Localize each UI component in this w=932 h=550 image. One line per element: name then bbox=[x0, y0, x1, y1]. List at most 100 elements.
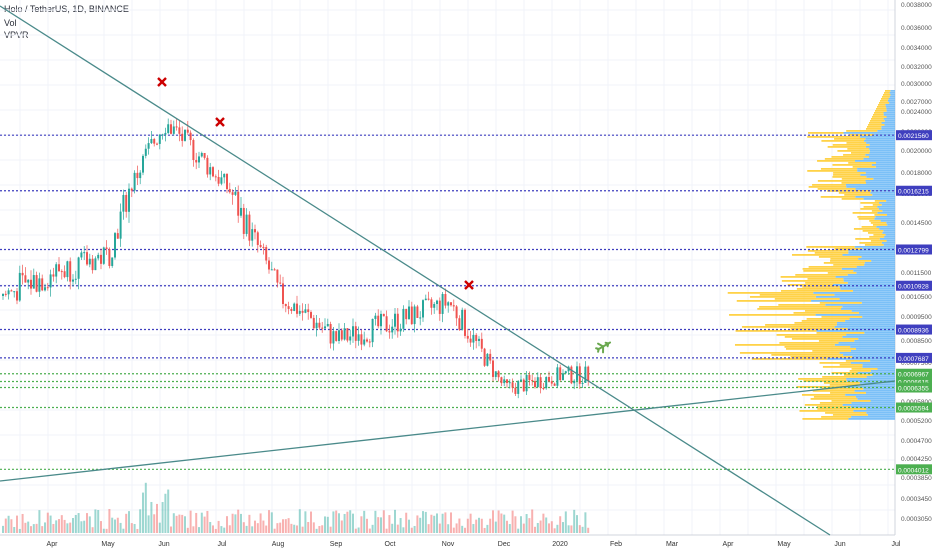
vpvr-bar-down bbox=[853, 228, 880, 230]
vpvr-bar-up bbox=[843, 280, 895, 282]
volume-bar bbox=[32, 524, 35, 533]
vpvr-bar-down bbox=[843, 374, 873, 376]
vpvr-bar-down bbox=[869, 220, 881, 222]
volume-bar bbox=[240, 513, 242, 533]
volume-bar bbox=[385, 528, 388, 533]
vpvr-bar-up bbox=[839, 352, 895, 354]
volume-bar bbox=[273, 528, 276, 533]
vpvr-bar-down bbox=[796, 288, 841, 290]
vpvr-bar-down bbox=[803, 270, 854, 272]
volume-bar bbox=[464, 527, 466, 533]
volume-bar bbox=[256, 523, 259, 533]
volume-bar bbox=[346, 511, 349, 533]
candle-body bbox=[150, 139, 153, 144]
vpvr-bar-down bbox=[841, 198, 864, 200]
vpvr-bar-up bbox=[886, 110, 895, 112]
vpvr-bar-down bbox=[834, 138, 866, 140]
volume-bar bbox=[408, 519, 410, 533]
candle-body bbox=[329, 323, 332, 344]
volume-bar bbox=[27, 521, 30, 533]
candle-body bbox=[346, 328, 349, 341]
vpvr-bar-down bbox=[812, 184, 846, 186]
vpvr-bar-up bbox=[811, 300, 895, 302]
vpvr-bar-down bbox=[821, 316, 863, 318]
vpvr-bar-down bbox=[734, 344, 835, 346]
y-tick-label: 0.0027000 bbox=[901, 99, 932, 106]
volume-bar bbox=[436, 513, 438, 533]
vpvr-bar-up bbox=[890, 90, 895, 92]
volume-bar bbox=[340, 520, 343, 533]
vpvr-bar-up bbox=[874, 218, 895, 220]
vpvr-bar-down bbox=[833, 264, 865, 266]
vpvr-bar-up bbox=[865, 172, 895, 174]
candle-body bbox=[128, 188, 130, 212]
vpvr-bar-up bbox=[889, 92, 895, 94]
volume-bar bbox=[343, 513, 346, 533]
vpvr-bar-down bbox=[821, 140, 865, 142]
volume-bar bbox=[265, 525, 268, 533]
volume-bar bbox=[242, 522, 245, 533]
x-marker-stroke-b bbox=[464, 280, 474, 290]
candle-body bbox=[349, 336, 352, 341]
vpvr-bar-up bbox=[847, 274, 895, 276]
candle-body bbox=[430, 299, 433, 308]
volume-bar bbox=[525, 514, 528, 533]
volume-bar bbox=[136, 528, 139, 533]
candle-body bbox=[433, 304, 436, 308]
vpvr-bar-down bbox=[759, 294, 835, 296]
vpvr-bar-down bbox=[846, 142, 867, 144]
vpvr-bar-up bbox=[875, 216, 895, 218]
candle-body bbox=[77, 257, 80, 279]
volume-bar bbox=[494, 521, 497, 533]
candle-body bbox=[142, 155, 144, 173]
level-price-label: 0.0010928 bbox=[898, 284, 929, 291]
volume-bar bbox=[49, 515, 52, 533]
vpvr-bar-down bbox=[870, 222, 887, 224]
vpvr-bar-down bbox=[860, 208, 879, 210]
level-price-label: 0.0008936 bbox=[898, 328, 929, 335]
volume-bar bbox=[388, 515, 391, 533]
y-tick-label: 0.0032000 bbox=[901, 64, 932, 71]
volume-bar bbox=[307, 522, 310, 533]
symbol-title: Holo / TetherUS, 1D, BINANCE bbox=[4, 4, 129, 14]
candle-body bbox=[413, 306, 416, 325]
indicator-vol-label[interactable]: Vol bbox=[4, 18, 17, 28]
candle-body bbox=[534, 381, 536, 388]
vpvr-bar-up bbox=[843, 132, 895, 134]
vpvr-bar-down bbox=[741, 326, 835, 328]
vpvr-bar-up bbox=[832, 284, 895, 286]
candle-body bbox=[564, 371, 567, 374]
vpvr-bar-down bbox=[841, 182, 867, 184]
volume-bar bbox=[382, 510, 385, 533]
vpvr-bar-down bbox=[871, 118, 884, 120]
candle-body bbox=[88, 258, 91, 265]
candle-body bbox=[464, 309, 466, 336]
vpvr-bar-down bbox=[771, 354, 844, 356]
candle-body bbox=[256, 232, 259, 245]
vpvr-bar-up bbox=[866, 408, 895, 410]
candle-body bbox=[167, 124, 170, 133]
candle-body bbox=[49, 274, 52, 288]
candle-body bbox=[7, 290, 10, 295]
volume-bar bbox=[315, 528, 318, 533]
candle-body bbox=[340, 330, 343, 340]
candle-body bbox=[338, 330, 340, 341]
volume-bar bbox=[16, 515, 18, 533]
vpvr-bar-up bbox=[869, 144, 895, 146]
volume-bar bbox=[172, 513, 175, 533]
candle-body bbox=[262, 246, 265, 248]
vpvr-bar-down bbox=[831, 156, 870, 158]
vpvr-bar-up bbox=[886, 108, 895, 110]
candle-body bbox=[116, 233, 119, 239]
volume-bars bbox=[2, 482, 590, 533]
volume-bar bbox=[531, 509, 534, 533]
vpvr-bar-up bbox=[855, 348, 895, 350]
volume-bar bbox=[366, 518, 368, 533]
candle-body bbox=[100, 254, 102, 264]
volume-bar bbox=[534, 526, 536, 533]
volume-bar bbox=[122, 528, 125, 533]
volume-bar bbox=[581, 526, 584, 533]
volume-bar bbox=[424, 511, 427, 533]
candle-body bbox=[58, 264, 60, 272]
